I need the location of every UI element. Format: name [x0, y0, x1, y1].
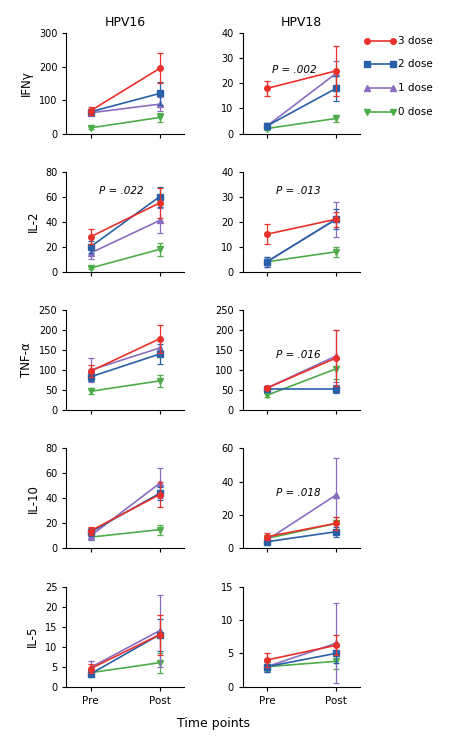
Title: HPV16: HPV16: [105, 16, 146, 30]
Text: P = .002: P = .002: [272, 65, 317, 75]
Text: 1 dose: 1 dose: [398, 83, 433, 93]
Text: P = .016: P = .016: [275, 350, 320, 360]
Y-axis label: IFNγ: IFNγ: [20, 70, 33, 96]
Text: Time points: Time points: [177, 716, 250, 730]
Y-axis label: IL-5: IL-5: [26, 626, 39, 648]
Title: HPV18: HPV18: [281, 16, 322, 30]
Text: P = .022: P = .022: [99, 186, 144, 195]
Text: 0 dose: 0 dose: [398, 107, 433, 117]
Text: 2 dose: 2 dose: [398, 59, 433, 70]
Y-axis label: IL-2: IL-2: [27, 211, 39, 232]
Text: 3 dose: 3 dose: [398, 36, 433, 46]
Text: P = .018: P = .018: [275, 488, 320, 498]
Y-axis label: TNF-α: TNF-α: [20, 343, 33, 377]
Text: P = .013: P = .013: [275, 186, 320, 195]
Y-axis label: IL-10: IL-10: [27, 484, 39, 513]
